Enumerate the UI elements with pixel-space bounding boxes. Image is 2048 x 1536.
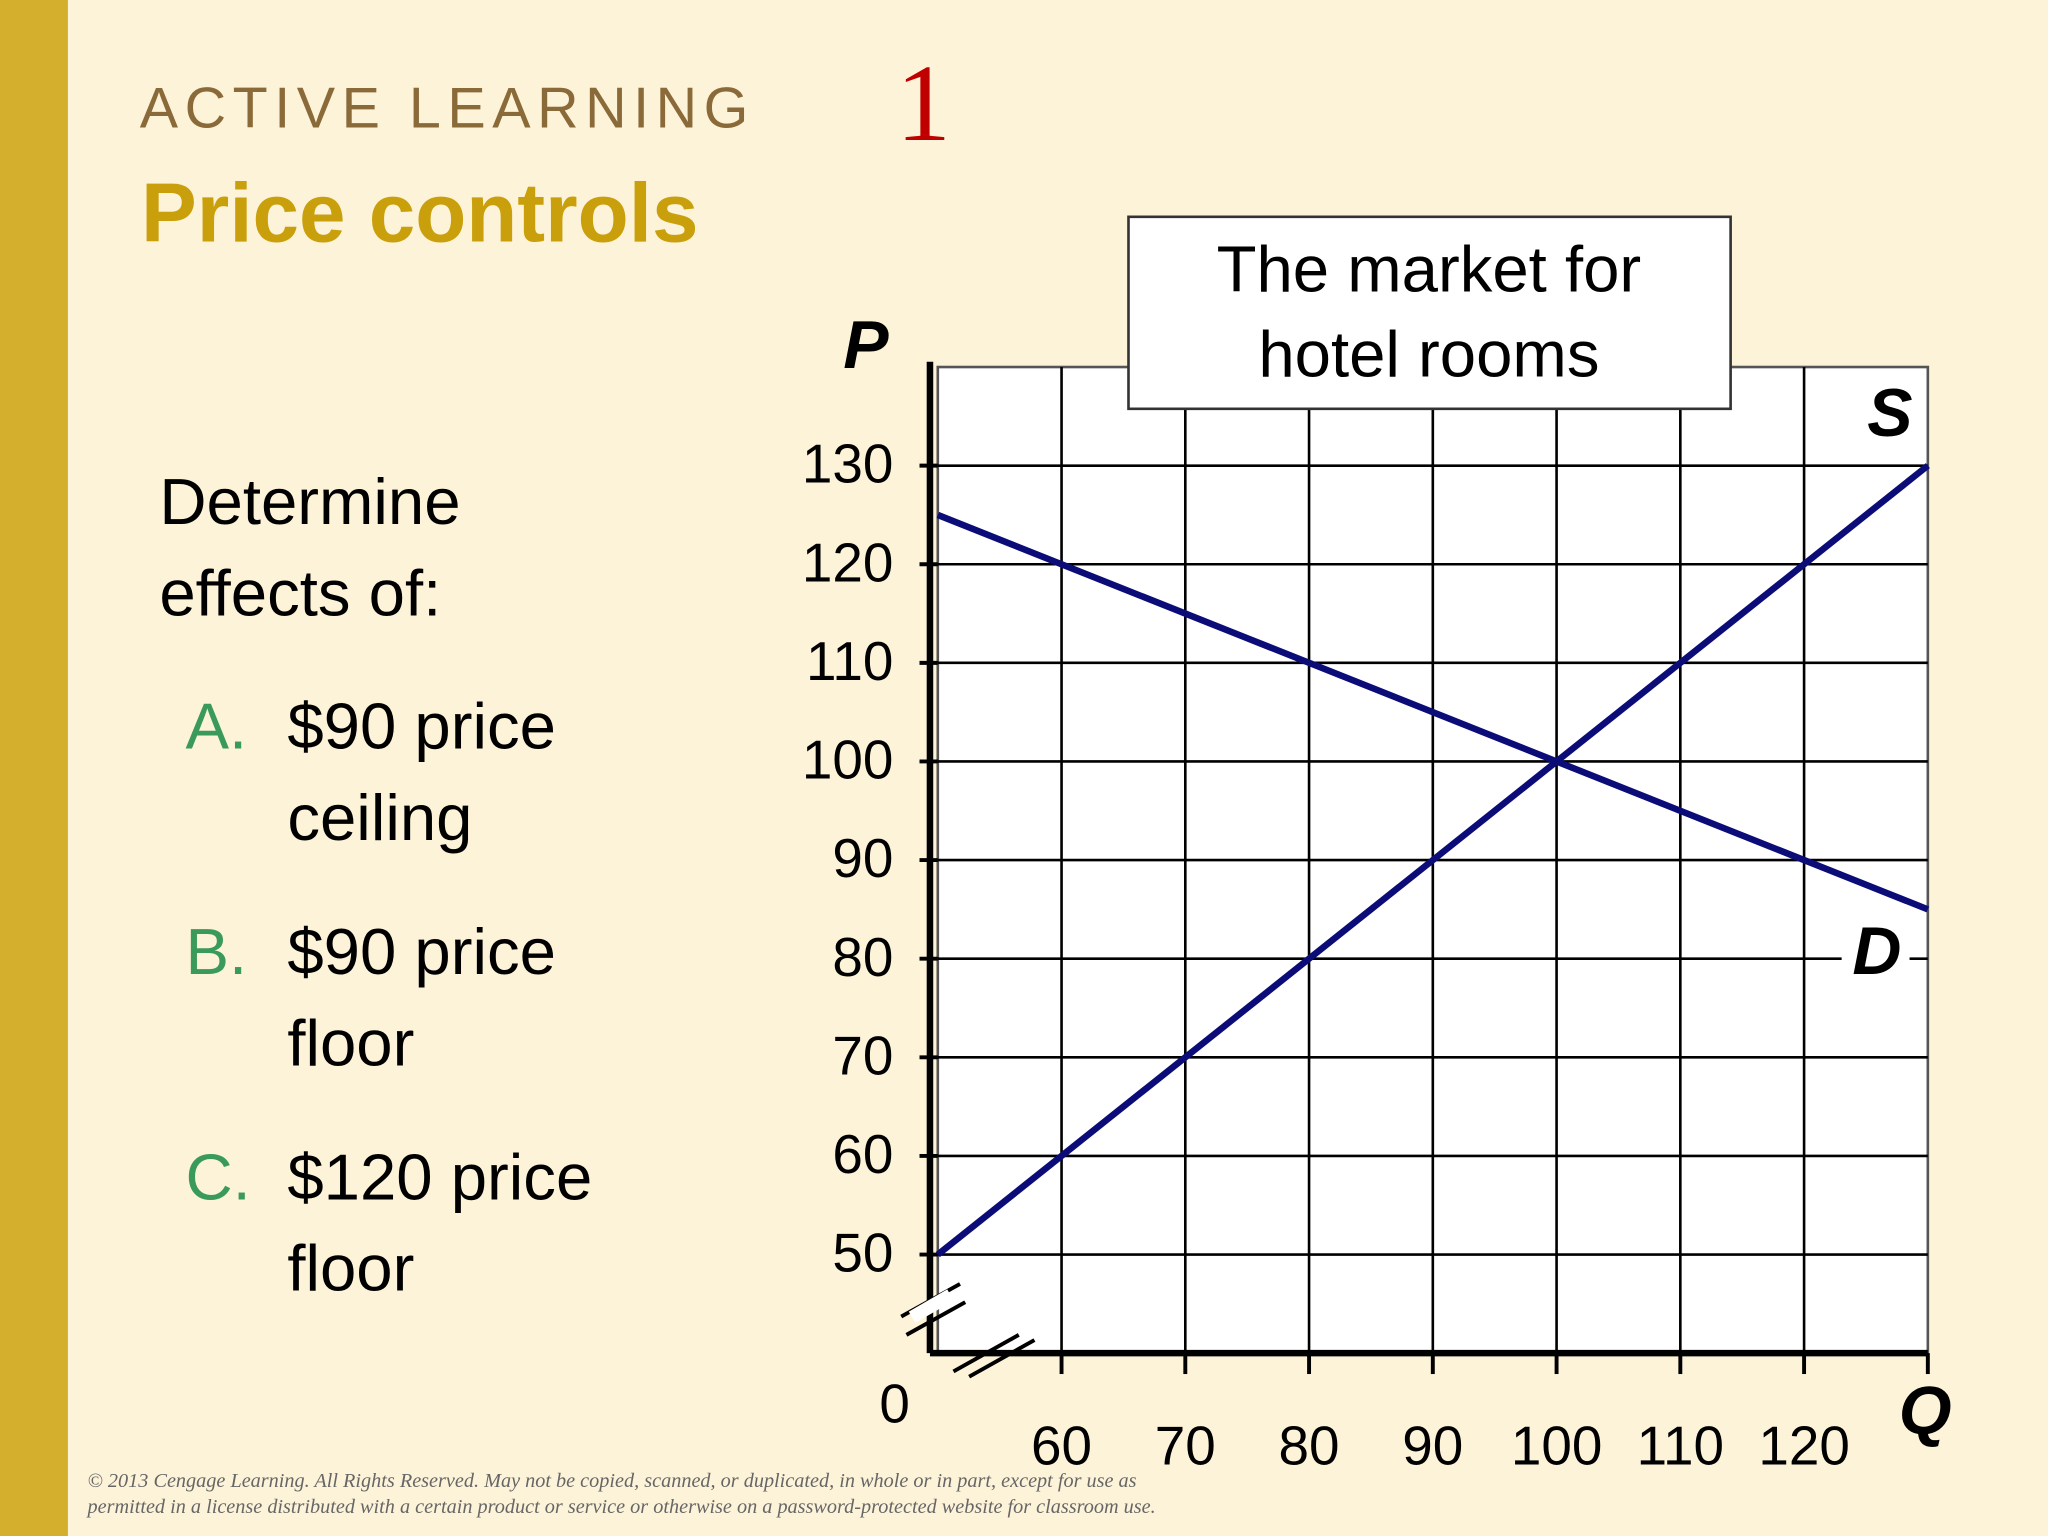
y-tick-label: 50 — [832, 1222, 893, 1284]
option-text: floor — [287, 1232, 414, 1305]
chart-title: The market for — [1217, 233, 1642, 306]
series-line — [935, 463, 1930, 1258]
axis-break-gap — [908, 1289, 954, 1323]
y-tick-label: 90 — [832, 827, 893, 889]
slide-title: Price controls — [141, 166, 698, 260]
option-text: $90 price — [287, 690, 556, 763]
y-tick-label: 120 — [802, 531, 894, 593]
x-tick-label: 90 — [1402, 1414, 1463, 1476]
option-text: ceiling — [287, 781, 472, 854]
y-tick-label: 110 — [806, 630, 893, 692]
copyright: © 2013 Cengage Learning. All Rights Rese… — [88, 1470, 1137, 1492]
y-tick-label: 60 — [832, 1123, 893, 1185]
option-text: $120 price — [287, 1140, 592, 1213]
chart: 50 60 70 80 90 100 110 120 130 60 70 80 90 100 110 120 P… — [802, 215, 1952, 1476]
x-tick-label: 110 — [1637, 1414, 1724, 1476]
chart-title-box — [1127, 215, 1732, 411]
prompt: Determine — [159, 465, 460, 538]
axis-break — [905, 1300, 967, 1337]
series-label-bg — [1841, 920, 1910, 993]
x-axis-label: Q — [1899, 1374, 1952, 1449]
option-text: $90 price — [287, 915, 556, 988]
origin-label: 0 — [879, 1372, 910, 1434]
options: A. $90 price ceiling B. $90 price floor C. $120… — [185, 690, 592, 1305]
y-tick-label: 80 — [832, 926, 893, 988]
x-tick-label: 60 — [1031, 1414, 1092, 1476]
x-tick-label: 120 — [1758, 1414, 1850, 1476]
chart-title: hotel rooms — [1258, 317, 1599, 390]
series-line — [936, 511, 1930, 913]
option-text: floor — [287, 1006, 414, 1079]
y-axis-label: P — [843, 308, 889, 383]
slide-number: 1 — [896, 42, 951, 164]
series-label: S — [1867, 376, 1912, 451]
y-tick-label: 100 — [802, 729, 894, 791]
x-tick-label: 70 — [1155, 1414, 1216, 1476]
y-tick-label: 130 — [802, 433, 894, 495]
option-letter: A. — [185, 690, 247, 763]
x-tick-label: 80 — [1279, 1414, 1340, 1476]
series-label: D — [1852, 914, 1901, 989]
axis-break — [952, 1333, 1020, 1374]
prompt: effects of: — [159, 556, 441, 629]
y-tick-label: 70 — [832, 1024, 893, 1086]
x-tick-label: 100 — [1511, 1414, 1603, 1476]
axis-break — [968, 1338, 1036, 1379]
copyright: permitted in a license distributed with … — [86, 1496, 1156, 1518]
header: ACTIVE LEARNING — [140, 76, 755, 140]
option-letter: B. — [185, 915, 247, 988]
option-letter: C. — [185, 1140, 250, 1213]
side-bar — [0, 0, 68, 1536]
